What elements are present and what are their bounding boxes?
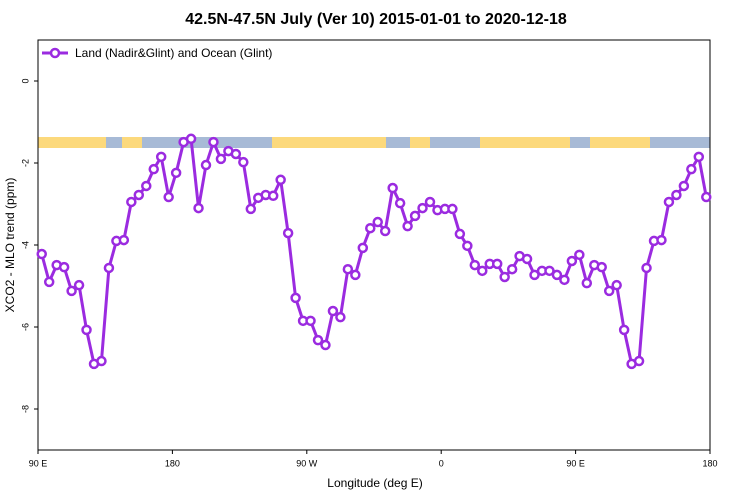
data-point [491, 258, 503, 270]
data-point [208, 136, 219, 148]
data-point [551, 269, 563, 281]
data-point [671, 189, 682, 201]
data-point [581, 277, 593, 289]
data-point [603, 285, 615, 297]
y-tick-label: 0 [20, 78, 30, 83]
data-point [290, 292, 301, 304]
data-point [641, 262, 652, 274]
data-point [312, 334, 324, 346]
x-tick-label: 180 [702, 458, 717, 468]
data-point [379, 225, 391, 237]
data-point [544, 265, 555, 277]
data-point [81, 324, 92, 336]
data-point [521, 253, 533, 265]
data-point [133, 189, 145, 201]
legend-label: Land (Nadir&Glint) and Ocean (Glint) [75, 46, 272, 60]
data-point [245, 203, 257, 215]
data-point [230, 148, 242, 160]
land-ocean-strip [38, 137, 710, 148]
data-point [447, 203, 458, 215]
data-point [499, 271, 510, 283]
data-point [566, 255, 578, 267]
x-tick-label: 180 [165, 458, 180, 468]
data-point [477, 265, 488, 277]
data-point [103, 262, 115, 274]
y-tick-label: -8 [20, 405, 30, 413]
y-tick-label: -4 [20, 241, 30, 249]
chart-title: 42.5N-47.5N July (Ver 10) 2015-01-01 to … [185, 11, 567, 28]
data-point [335, 311, 346, 323]
data-point [320, 339, 331, 351]
data-point [529, 269, 540, 281]
data-point [327, 305, 339, 317]
data-point [372, 216, 383, 228]
data-point [163, 191, 174, 203]
data-point [305, 315, 316, 327]
data-point [118, 234, 130, 246]
data-point [678, 180, 690, 192]
legend-marker [49, 47, 61, 59]
x-tick-label: 90 E [566, 458, 585, 468]
data-point [267, 190, 279, 202]
data-point [394, 197, 406, 209]
data-point [43, 276, 55, 288]
data-point [126, 196, 137, 208]
data-point [409, 210, 421, 222]
data-point [357, 242, 369, 254]
data-point [342, 263, 354, 275]
data-point [200, 159, 212, 171]
data-point [148, 163, 159, 175]
data-point [693, 151, 705, 163]
data-point [387, 182, 398, 194]
data-point [66, 285, 77, 297]
data-point [506, 263, 518, 275]
x-tick-label: 90 E [29, 458, 48, 468]
data-point [238, 156, 249, 168]
data-point [350, 269, 361, 281]
y-axis-label: XCO2 - MLO trend (ppm) [3, 178, 17, 313]
data-point [417, 202, 428, 214]
data-point [454, 228, 466, 240]
x-tick-label: 0 [439, 458, 444, 468]
data-point [275, 174, 286, 186]
data-point [36, 248, 47, 260]
data-point [574, 249, 585, 261]
data-point [141, 180, 152, 192]
data-point [618, 324, 630, 336]
data-point [469, 259, 481, 271]
data-point [155, 151, 167, 163]
data-point [185, 133, 197, 145]
data-point [193, 202, 204, 214]
data-point [686, 163, 697, 175]
y-tick-label: -6 [20, 323, 30, 331]
data-point [596, 261, 607, 273]
data-point [402, 220, 413, 232]
data-point [424, 196, 436, 208]
data-point [73, 279, 85, 291]
legend: Land (Nadir&Glint) and Ocean (Glint) [42, 46, 272, 60]
data-point [559, 274, 570, 286]
data-point [58, 261, 70, 273]
data-point [462, 240, 473, 252]
data-point [170, 167, 182, 179]
x-tick-label: 90 W [296, 458, 318, 468]
data-point [611, 279, 622, 291]
data-point [282, 227, 294, 239]
data-point [633, 355, 645, 367]
y-tick-label: -2 [20, 159, 30, 167]
data-point [365, 222, 376, 234]
data-point [96, 355, 107, 367]
data-point [656, 234, 667, 246]
data-point [215, 153, 227, 165]
data-point [663, 196, 675, 208]
x-axis-label: Longitude (deg E) [327, 476, 422, 490]
data-point [701, 191, 712, 203]
